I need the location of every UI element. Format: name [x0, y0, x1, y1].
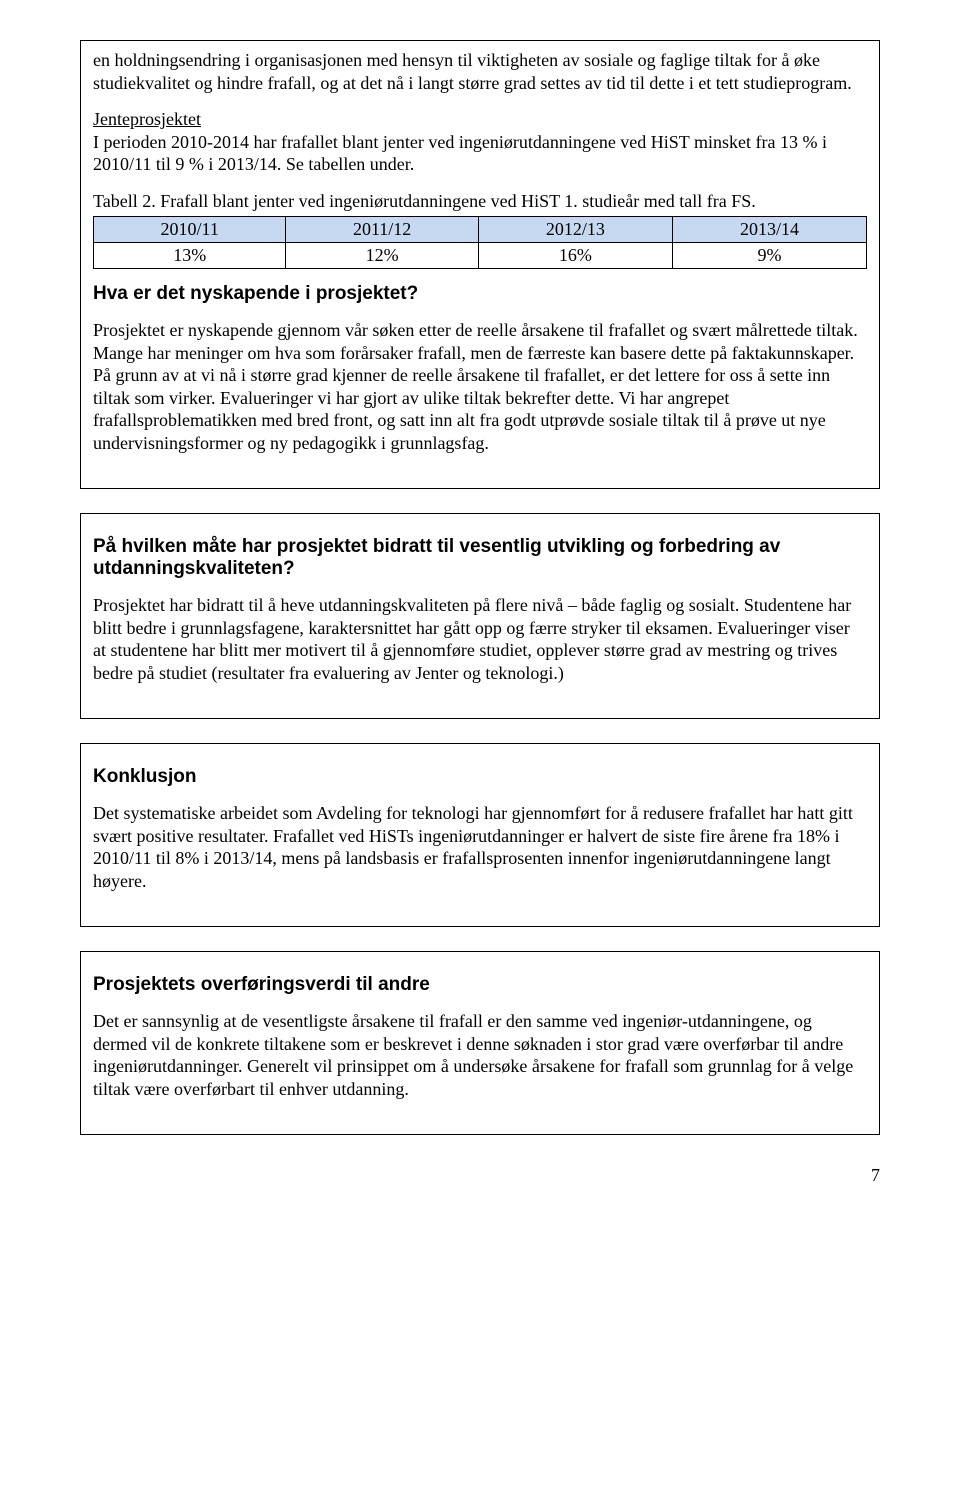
- page-number: 7: [80, 1165, 880, 1186]
- paragraph: I perioden 2010-2014 har frafallet blant…: [93, 131, 867, 176]
- table-header-cell: 2010/11: [94, 217, 286, 243]
- page-container: en holdningsendring i organisasjonen med…: [0, 0, 960, 1226]
- table-cell: 12%: [286, 243, 478, 269]
- section-2-box: På hvilken måte har prosjektet bidratt t…: [80, 513, 880, 719]
- heading-utvikling: På hvilken måte har prosjektet bidratt t…: [93, 536, 867, 580]
- paragraph: Det er sannsynlig at de vesentligste års…: [93, 1010, 867, 1100]
- table-header-cell: 2011/12: [286, 217, 478, 243]
- table-cell: 16%: [478, 243, 672, 269]
- table-header-cell: 2012/13: [478, 217, 672, 243]
- heading-konklusjon: Konklusjon: [93, 766, 867, 788]
- table-row: 13% 12% 16% 9%: [94, 243, 867, 269]
- heading-overforingsverdi: Prosjektets overføringsverdi til andre: [93, 974, 867, 996]
- subheading-jenteprosjektet: Jenteprosjektet: [93, 108, 867, 131]
- paragraph: Prosjektet har bidratt til å heve utdann…: [93, 594, 867, 684]
- table-cell: 9%: [672, 243, 866, 269]
- table-caption: Tabell 2. Frafall blant jenter ved ingen…: [93, 190, 867, 213]
- section-1-box: en holdningsendring i organisasjonen med…: [80, 40, 880, 489]
- table-2: 2010/11 2011/12 2012/13 2013/14 13% 12% …: [93, 216, 867, 269]
- heading-nyskapende: Hva er det nyskapende i prosjektet?: [93, 283, 867, 305]
- table-header-row: 2010/11 2011/12 2012/13 2013/14: [94, 217, 867, 243]
- paragraph: Det systematiske arbeidet som Avdeling f…: [93, 802, 867, 892]
- table-cell: 13%: [94, 243, 286, 269]
- subheading-text: Jenteprosjektet: [93, 109, 201, 129]
- section-4-box: Prosjektets overføringsverdi til andre D…: [80, 951, 880, 1135]
- table-header-cell: 2013/14: [672, 217, 866, 243]
- paragraph: en holdningsendring i organisasjonen med…: [93, 49, 867, 94]
- section-3-box: Konklusjon Det systematiske arbeidet som…: [80, 743, 880, 927]
- paragraph: Prosjektet er nyskapende gjennom vår søk…: [93, 319, 867, 454]
